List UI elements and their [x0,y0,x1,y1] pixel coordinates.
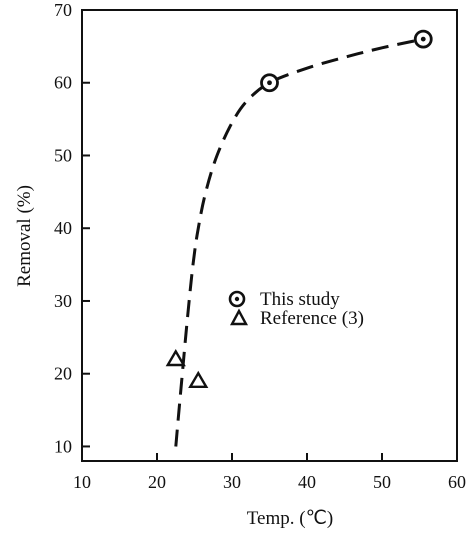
y-tick-label: 10 [54,436,72,456]
y-tick-label: 20 [54,364,72,384]
x-tick-label: 60 [448,472,466,492]
legend-label-this-study: This study [260,289,340,310]
x-tick-label: 20 [148,472,166,492]
legend-triangle-marker [229,308,249,326]
x-axis-label: Temp. (℃) [247,508,333,529]
this-study-point-dot [267,80,272,86]
y-axis-label: Removal (%) [14,185,35,287]
x-tick-label: 40 [298,472,316,492]
reference-point [165,348,186,367]
x-tick-label: 50 [373,472,391,492]
legend-label-reference: Reference (3) [260,308,364,329]
y-tick-label: 50 [54,145,72,165]
x-axis: 10 20 30 40 50 60 [73,453,466,492]
y-tick-label: 30 [54,291,72,311]
this-study-point-dot [420,36,426,42]
y-axis: 10 20 30 40 50 60 70 [54,0,90,456]
y-tick-label: 40 [54,218,72,238]
legend-item-reference: Reference (3) [229,308,364,329]
legend: This study Reference (3) [228,289,364,329]
data-points [165,29,433,389]
y-tick-label: 60 [54,73,72,93]
x-tick-label: 30 [223,472,241,492]
legend-circle-marker-dot [234,296,240,302]
trend-curve [174,37,424,447]
plot-frame [81,9,458,462]
reference-point [188,370,209,389]
y-tick-label: 70 [54,0,72,20]
legend-item-this-study: This study [228,289,340,310]
x-tick-label: 10 [73,472,91,492]
